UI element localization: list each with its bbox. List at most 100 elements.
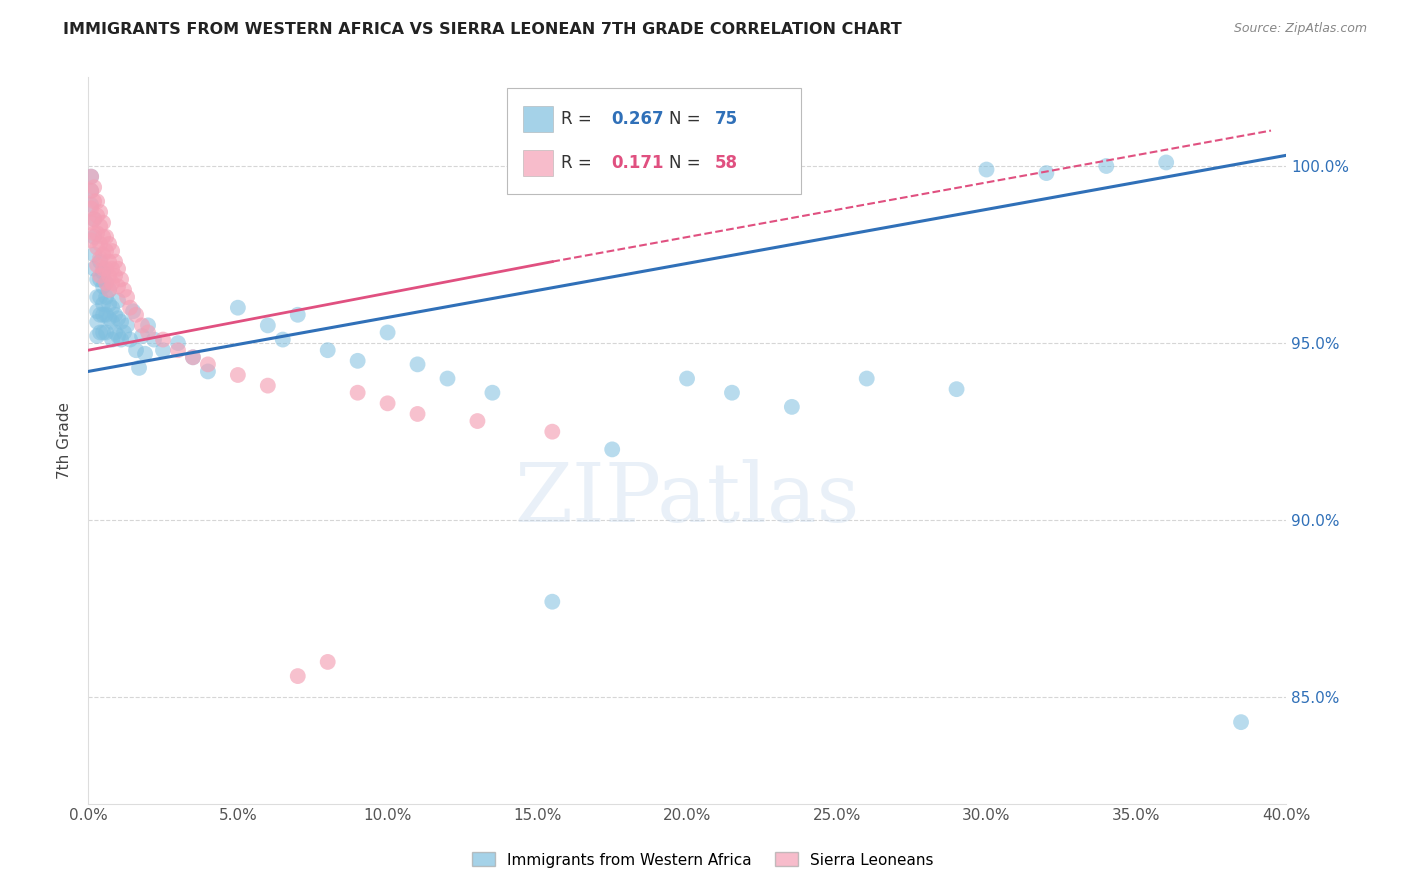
Sierra Leoneans <box>89 219 111 234</box>
Immigrants from Western Africa <box>101 315 124 329</box>
Text: IMMIGRANTS FROM WESTERN AFRICA VS SIERRA LEONEAN 7TH GRADE CORRELATION CHART: IMMIGRANTS FROM WESTERN AFRICA VS SIERRA… <box>63 22 903 37</box>
Sierra Leoneans <box>197 357 219 371</box>
Immigrants from Western Africa <box>131 329 153 343</box>
Sierra Leoneans <box>167 343 190 358</box>
Text: R =: R = <box>561 110 598 128</box>
Sierra Leoneans <box>112 283 135 297</box>
Sierra Leoneans <box>541 425 564 439</box>
Immigrants from Western Africa <box>110 333 132 347</box>
Legend: Immigrants from Western Africa, Sierra Leoneans: Immigrants from Western Africa, Sierra L… <box>467 847 939 873</box>
Immigrants from Western Africa <box>80 169 103 184</box>
Immigrants from Western Africa <box>91 326 114 340</box>
Sierra Leoneans <box>83 212 105 227</box>
Sierra Leoneans <box>86 194 108 209</box>
Sierra Leoneans <box>91 230 114 244</box>
Sierra Leoneans <box>377 396 399 410</box>
Sierra Leoneans <box>86 240 108 254</box>
Immigrants from Western Africa <box>541 595 564 609</box>
Immigrants from Western Africa <box>86 290 108 304</box>
Immigrants from Western Africa <box>112 326 135 340</box>
Text: 0.267: 0.267 <box>612 110 664 128</box>
Text: N =: N = <box>669 110 706 128</box>
Sierra Leoneans <box>89 268 111 283</box>
Sierra Leoneans <box>136 326 159 340</box>
Sierra Leoneans <box>98 254 121 268</box>
Sierra Leoneans <box>91 247 114 261</box>
Immigrants from Western Africa <box>98 311 121 326</box>
Immigrants from Western Africa <box>167 336 190 351</box>
Immigrants from Western Africa <box>89 326 111 340</box>
Sierra Leoneans <box>406 407 429 421</box>
Sierra Leoneans <box>80 184 103 198</box>
Sierra Leoneans <box>86 258 108 272</box>
Sierra Leoneans <box>83 227 105 241</box>
Immigrants from Western Africa <box>104 326 127 340</box>
Immigrants from Western Africa <box>115 318 138 333</box>
Immigrants from Western Africa <box>226 301 249 315</box>
Immigrants from Western Africa <box>945 382 967 396</box>
Immigrants from Western Africa <box>86 272 108 286</box>
Sierra Leoneans <box>89 251 111 265</box>
Immigrants from Western Africa <box>676 371 699 385</box>
Immigrants from Western Africa <box>152 343 174 358</box>
Sierra Leoneans <box>80 233 103 247</box>
Immigrants from Western Africa <box>855 371 877 385</box>
Bar <box>523 150 553 176</box>
Sierra Leoneans <box>86 209 108 223</box>
Text: 0.171: 0.171 <box>612 154 664 172</box>
Sierra Leoneans <box>80 216 103 230</box>
Immigrants from Western Africa <box>110 315 132 329</box>
Immigrants from Western Africa <box>120 333 142 347</box>
Sierra Leoneans <box>80 169 103 184</box>
Immigrants from Western Africa <box>89 272 111 286</box>
Sierra Leoneans <box>104 254 127 268</box>
Sierra Leoneans <box>89 236 111 251</box>
Sierra Leoneans <box>94 276 117 290</box>
FancyBboxPatch shape <box>508 88 801 194</box>
Sierra Leoneans <box>94 230 117 244</box>
Sierra Leoneans <box>83 194 105 209</box>
Immigrants from Western Africa <box>101 301 124 315</box>
Sierra Leoneans <box>98 283 121 297</box>
Immigrants from Western Africa <box>197 364 219 378</box>
Sierra Leoneans <box>256 378 278 392</box>
Immigrants from Western Africa <box>377 326 399 340</box>
Immigrants from Western Africa <box>436 371 458 385</box>
Immigrants from Western Africa <box>107 311 129 326</box>
Immigrants from Western Africa <box>107 329 129 343</box>
Sierra Leoneans <box>467 414 489 428</box>
Immigrants from Western Africa <box>1035 166 1057 180</box>
Immigrants from Western Africa <box>86 304 108 318</box>
Immigrants from Western Africa <box>143 333 166 347</box>
Sierra Leoneans <box>131 318 153 333</box>
Sierra Leoneans <box>107 261 129 276</box>
Sierra Leoneans <box>346 385 368 400</box>
Immigrants from Western Africa <box>89 308 111 322</box>
Immigrants from Western Africa <box>600 442 623 457</box>
Sierra Leoneans <box>94 244 117 258</box>
Sierra Leoneans <box>91 216 114 230</box>
Sierra Leoneans <box>86 227 108 241</box>
Sierra Leoneans <box>91 261 114 276</box>
Immigrants from Western Africa <box>181 351 204 365</box>
Immigrants from Western Africa <box>94 326 117 340</box>
Sierra Leoneans <box>101 244 124 258</box>
Text: Source: ZipAtlas.com: Source: ZipAtlas.com <box>1233 22 1367 36</box>
Immigrants from Western Africa <box>94 308 117 322</box>
Sierra Leoneans <box>83 180 105 194</box>
Immigrants from Western Africa <box>89 290 111 304</box>
Sierra Leoneans <box>152 333 174 347</box>
Immigrants from Western Africa <box>107 293 129 308</box>
Text: N =: N = <box>669 154 706 172</box>
Sierra Leoneans <box>110 272 132 286</box>
Sierra Leoneans <box>181 351 204 365</box>
Immigrants from Western Africa <box>101 333 124 347</box>
Sierra Leoneans <box>287 669 309 683</box>
Sierra Leoneans <box>94 261 117 276</box>
Text: 75: 75 <box>714 110 738 128</box>
Text: R =: R = <box>561 154 598 172</box>
Immigrants from Western Africa <box>780 400 803 414</box>
Immigrants from Western Africa <box>287 308 309 322</box>
Bar <box>523 106 553 132</box>
Immigrants from Western Africa <box>89 254 111 268</box>
